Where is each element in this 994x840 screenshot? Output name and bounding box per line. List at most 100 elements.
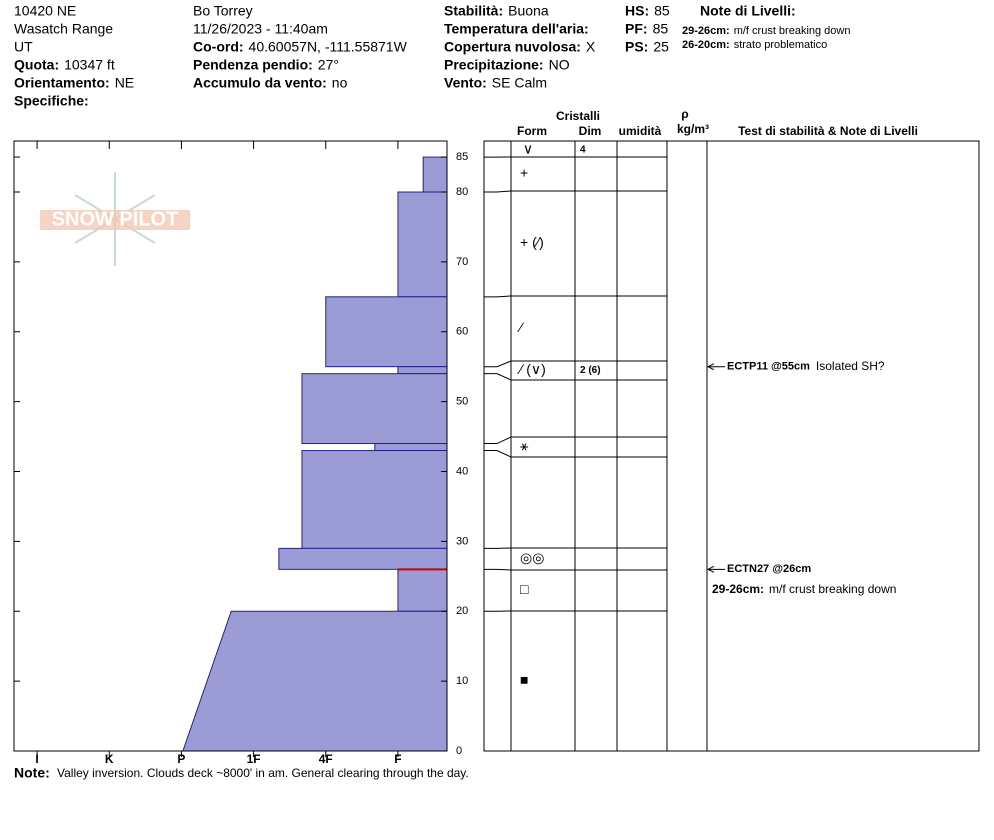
crystal-form: ◎◎ (520, 550, 544, 566)
field-label: Specifiche: (14, 93, 89, 109)
col-head: Dim (579, 124, 602, 138)
field-value: 11/26/2023 - 11:40am (193, 21, 328, 37)
field-value: 27° (318, 57, 339, 73)
depth-connector (484, 295, 512, 298)
hardness-bar (278, 547, 448, 570)
hardness-label: P (177, 752, 185, 766)
depth-label: 60 (456, 326, 468, 338)
logo-text: SNOW PILOT (52, 208, 179, 230)
test-label: ECTP11 @55cm (727, 361, 810, 373)
depth-label: 80 (456, 186, 468, 198)
depth-connector (484, 568, 512, 571)
hardness-bar (182, 610, 448, 752)
field-label: Accumulo da vento: (193, 75, 327, 91)
field-value: Wasatch Range (14, 21, 113, 37)
field-value: no (332, 75, 348, 91)
layer-note-text: m/f crust breaking down (769, 582, 896, 596)
field-label: Quota: (14, 57, 59, 73)
field-label: HS: (625, 3, 649, 19)
depth-label: 30 (456, 535, 468, 547)
note-text: strato problematico (734, 39, 828, 51)
test-comment: Isolated SH? (816, 359, 885, 373)
field-value: Bo Torrey (193, 3, 253, 19)
arrow-head (706, 565, 715, 573)
depth-label: 70 (456, 256, 468, 268)
col-head: Test di stabilità & Note di Livelli (738, 124, 918, 138)
field-value: 85 (654, 3, 670, 19)
depth-connector (484, 360, 512, 368)
arrow-head (706, 363, 715, 371)
depth-connector (484, 373, 512, 381)
crystal-form: ∨ (523, 141, 533, 157)
field-value: 10420 NE (14, 3, 76, 19)
field-value: 10347 ft (64, 57, 115, 73)
field-label: Co-ord: (193, 39, 244, 55)
crystal-form: ⚹ (520, 438, 529, 454)
table-frame (483, 140, 980, 752)
col-head: kg/m³ (677, 122, 709, 136)
notes-title: Note di Livelli: (700, 3, 796, 19)
crystal-form: □ (520, 581, 529, 597)
footer-text: Valley inversion. Clouds deck ~8000' in … (57, 766, 469, 780)
field-label: Copertura nuvolosa: (444, 39, 581, 55)
hardness-label: K (105, 752, 114, 766)
hardness-label: I (35, 752, 38, 766)
field-label: Orientamento: (14, 75, 110, 91)
depth-connector (484, 436, 512, 445)
field-value: NO (549, 57, 570, 73)
depth-connector (484, 450, 512, 458)
depth-label: 0 (456, 745, 462, 757)
field-value: Buona (508, 3, 549, 19)
col-head: ρ (681, 107, 688, 121)
field-label: Vento: (444, 75, 487, 91)
field-label: Stabilità: (444, 3, 503, 19)
col-head: umidità (619, 124, 662, 138)
hardness-bar (397, 191, 448, 298)
crystal-form: ■ (520, 672, 528, 688)
crystal-form: ⁄ (∨) (517, 361, 546, 377)
depth-label: 50 (456, 396, 468, 408)
logo-band (40, 210, 190, 230)
field-value: 25 (653, 39, 669, 55)
field-value: NE (115, 75, 134, 91)
field-label: Precipitazione: (444, 57, 544, 73)
crystal-form: ⁄ (517, 319, 525, 335)
hardness-bar (301, 373, 448, 445)
depth-label: 85 (456, 151, 468, 163)
hardness-label: 1F (247, 752, 261, 766)
col-head: Form (517, 124, 547, 138)
crystal-size: 4 (580, 145, 586, 156)
depth-label: 20 (456, 605, 468, 617)
col-head: Cristalli (556, 109, 600, 123)
footer-label: Note: (14, 765, 50, 781)
crystal-size: 2 (6) (580, 365, 601, 376)
note-label: 26-20cm: (682, 39, 730, 51)
depth-label: 10 (456, 675, 468, 687)
field-label: PF: (625, 21, 648, 37)
hardness-bar (374, 443, 448, 452)
hardness-bar (397, 568, 448, 612)
depth-label: 40 (456, 465, 468, 477)
note-text: m/f crust breaking down (734, 25, 851, 37)
plot-frame (13, 140, 448, 752)
field-value: 85 (653, 21, 669, 37)
field-value: SE Calm (492, 75, 547, 91)
crystal-form: + (520, 165, 528, 181)
test-label: ECTN27 @26cm (727, 563, 811, 575)
field-value: X (586, 39, 596, 55)
hardness-bar (325, 296, 448, 368)
field-label: PS: (625, 39, 648, 55)
field-value: 40.60057N, -111.55871W (249, 39, 408, 55)
hardness-bar (301, 450, 448, 549)
hardness-label: 4F (319, 752, 333, 766)
layer-note-label: 29-26cm: (712, 582, 764, 596)
field-label: Pendenza pendio: (193, 57, 313, 73)
crystal-form: + (⁄) (520, 234, 544, 250)
depth-connector (484, 190, 512, 193)
hardness-label: F (394, 752, 401, 766)
field-label: Temperatura dell'aria: (444, 21, 589, 37)
hardness-bar (422, 156, 448, 193)
hardness-bar (397, 366, 448, 375)
